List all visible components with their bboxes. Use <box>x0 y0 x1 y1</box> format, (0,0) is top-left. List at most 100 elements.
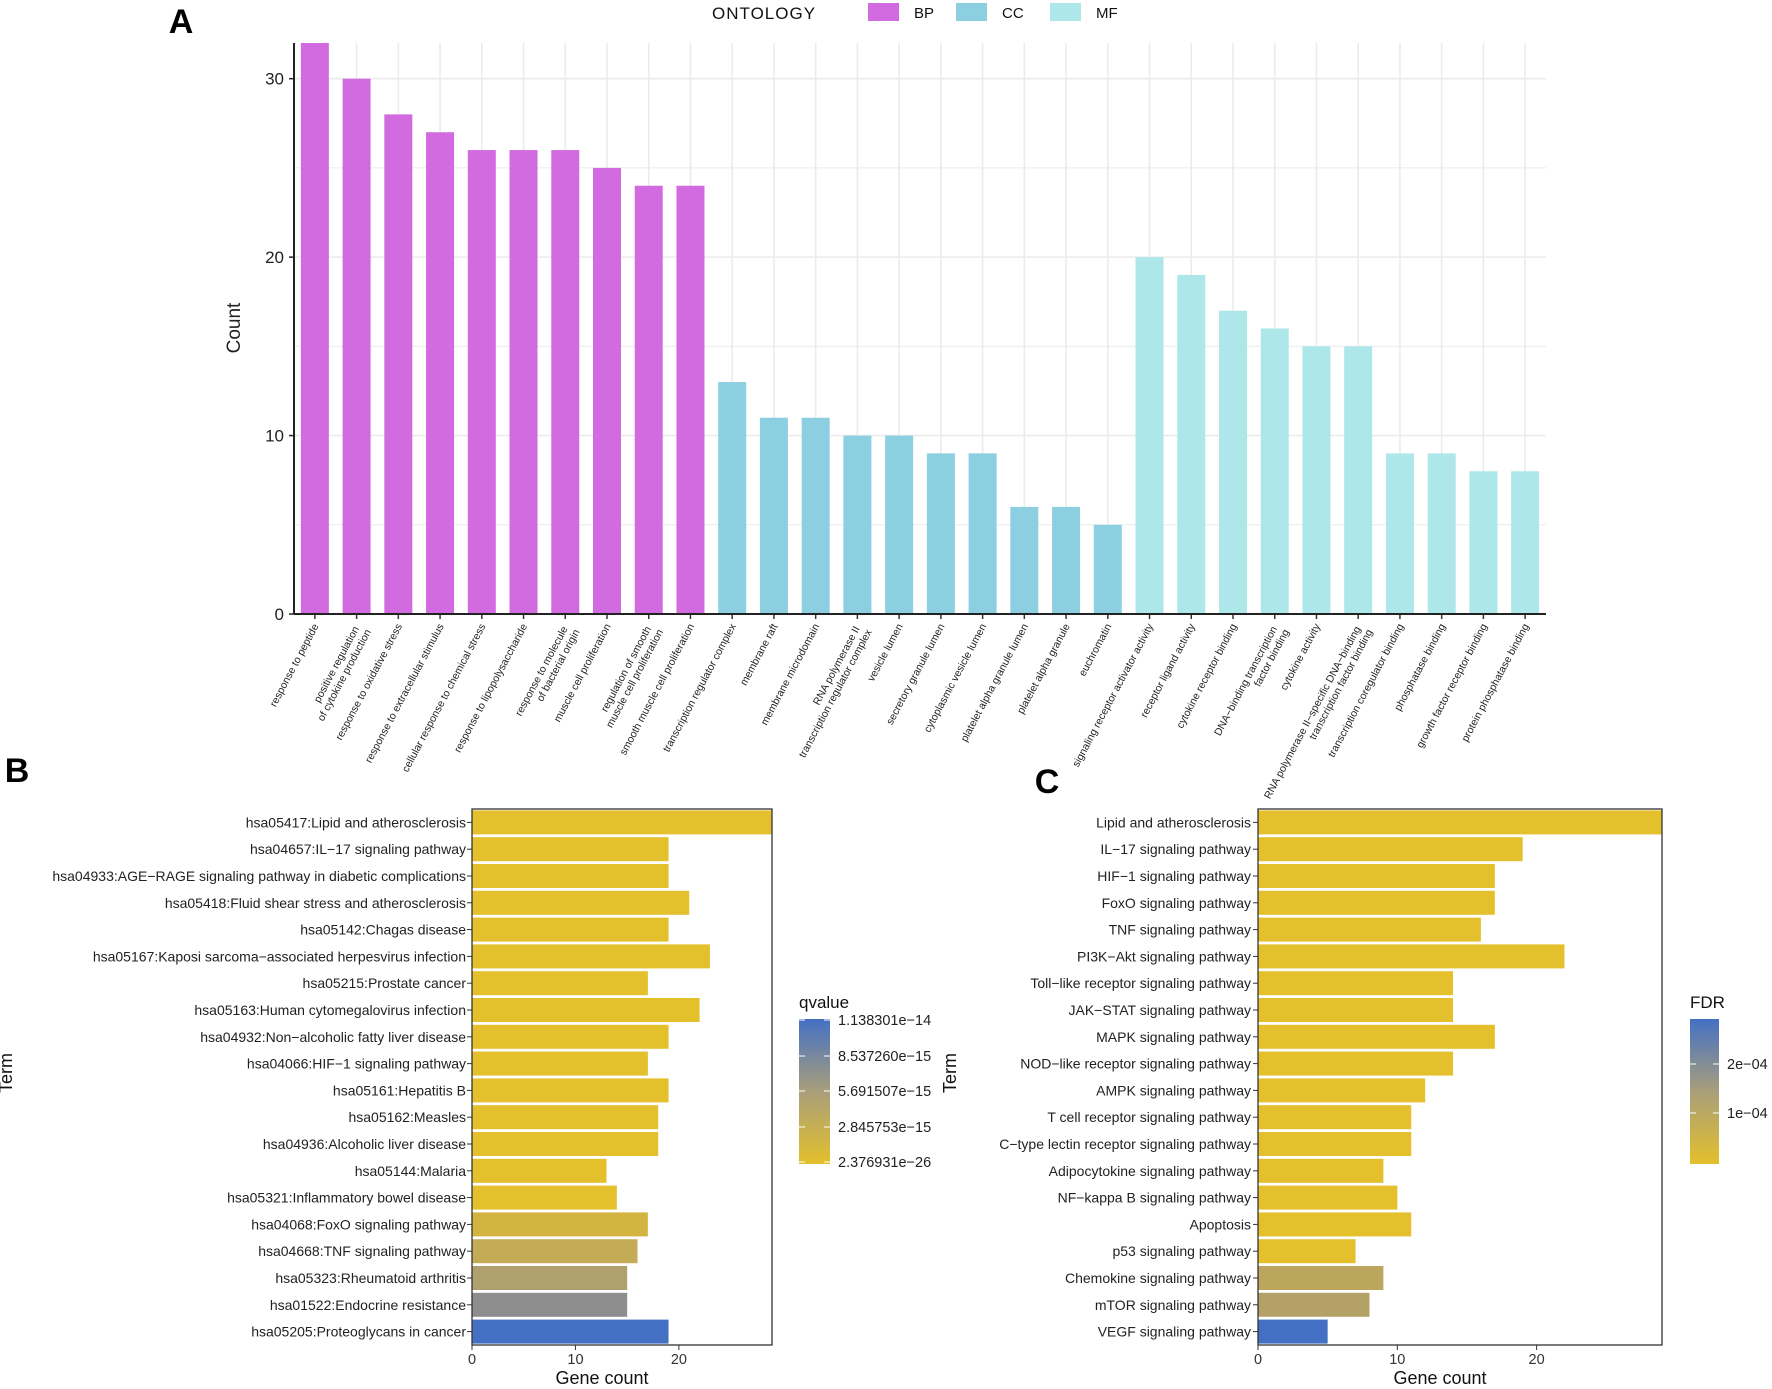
y-tick-label: hsa05323:Rheumatoid arthritis <box>275 1270 466 1286</box>
bar <box>1258 810 1662 835</box>
bar <box>1258 1105 1412 1130</box>
legend-label-bp: BP <box>914 5 934 22</box>
y-axis-title: Term <box>0 1053 16 1093</box>
x-tick-label: RNA polymerase II transcription regulato… <box>786 621 875 760</box>
x-tick-label: 20 <box>671 1352 687 1368</box>
x-tick-label-line: response to lipopolysaccharide <box>452 622 530 755</box>
bar-cc <box>926 453 955 614</box>
bar-cc <box>1010 506 1039 614</box>
bar <box>472 837 669 862</box>
bar <box>472 1319 669 1344</box>
y-tick-label: MAPK signaling pathway <box>1096 1029 1251 1045</box>
legend-label-cc: CC <box>1002 5 1024 22</box>
bar-mf <box>1511 471 1540 614</box>
y-tick-label: T cell receptor signaling pathway <box>1047 1109 1251 1125</box>
bar <box>1258 1185 1398 1210</box>
bar <box>472 1024 669 1049</box>
bar-cc <box>1093 524 1122 614</box>
y-tick-label: hsa04066:HIF−1 signaling pathway <box>247 1056 466 1072</box>
colorbar <box>1690 1019 1719 1164</box>
bar <box>472 1239 638 1264</box>
bar <box>1258 1266 1384 1290</box>
bar-cc <box>885 435 914 614</box>
bar <box>472 1132 659 1156</box>
legend-label-mf: MF <box>1096 5 1118 22</box>
y-tick-label: TNF signaling pathway <box>1109 922 1251 938</box>
x-tick-label-line: transcription regulator complex <box>661 621 739 754</box>
bar <box>1258 998 1454 1022</box>
y-tick-label: hsa05162:Measles <box>348 1109 466 1125</box>
bar <box>1258 890 1495 915</box>
y-tick-label: Adipocytokine signaling pathway <box>1049 1163 1251 1179</box>
bar <box>472 1105 659 1130</box>
x-tick-label-line: cellular response to chemical stress <box>400 622 489 774</box>
panel-label-c: C <box>1035 763 1060 801</box>
legend-swatch-bp <box>868 3 899 21</box>
y-tick-label: FoxO signaling pathway <box>1102 895 1251 911</box>
bar <box>472 998 700 1022</box>
x-tick-label: response to extracellular stimulus <box>363 622 447 765</box>
y-tick-label: 10 <box>265 427 284 446</box>
x-tick-label: vesicle lumen <box>865 622 906 684</box>
bar-bp <box>634 185 663 614</box>
bar-bp <box>384 114 413 614</box>
x-tick-label: 0 <box>468 1352 476 1368</box>
x-tick-label: 10 <box>1389 1352 1405 1368</box>
bar <box>472 1158 607 1183</box>
y-tick-label: HIF−1 signaling pathway <box>1097 868 1251 884</box>
bar-mf <box>1385 453 1414 614</box>
legend-swatch-mf <box>1050 3 1081 21</box>
bar <box>472 1051 648 1076</box>
bar-mf <box>1469 471 1498 614</box>
y-tick-label: JAK−STAT signaling pathway <box>1069 1002 1252 1018</box>
colorbar-title: qvalue <box>799 993 849 1012</box>
y-tick-label: Apoptosis <box>1190 1216 1251 1232</box>
bar-mf <box>1260 328 1289 614</box>
y-tick-label: hsa04936:Alcoholic liver disease <box>263 1136 466 1152</box>
bar <box>472 1292 628 1317</box>
y-tick-label: hsa05142:Chagas disease <box>300 922 466 938</box>
plot-border <box>471 808 773 1346</box>
y-tick-label: hsa04668:TNF signaling pathway <box>258 1243 466 1259</box>
y-tick-label: Toll−like receptor signaling pathway <box>1030 975 1251 991</box>
y-tick-label: hsa05205:Proteoglycans in cancer <box>251 1324 466 1340</box>
bar-bp <box>593 167 621 614</box>
y-tick-label: hsa04657:IL−17 signaling pathway <box>250 841 466 857</box>
bar-mf <box>1344 346 1373 614</box>
y-tick-label: PI3K−Akt signaling pathway <box>1077 948 1251 964</box>
y-tick-label: mTOR signaling pathway <box>1095 1297 1251 1313</box>
y-tick-label: Chemokine signaling pathway <box>1065 1270 1251 1286</box>
y-tick-label: NOD−like receptor signaling pathway <box>1020 1056 1251 1072</box>
y-tick-label: hsa05418:Fluid shear stress and atherosc… <box>165 895 466 911</box>
y-tick-label: p53 signaling pathway <box>1112 1243 1251 1259</box>
x-axis-title: Gene count <box>1393 1368 1486 1388</box>
y-tick-label: hsa05417:Lipid and atherosclerosis <box>246 814 466 830</box>
x-tick-label-line: euchromatin <box>1077 622 1115 679</box>
bar <box>472 1212 648 1237</box>
legend-swatch-cc <box>956 3 987 21</box>
bar <box>472 1266 628 1290</box>
colorbar-label: 2e−04 <box>1727 1057 1768 1073</box>
bar-mf <box>1427 453 1456 614</box>
y-tick-label: hsa04932:Non−alcoholic fatty liver disea… <box>200 1029 466 1045</box>
legend-title: ONTOLOGY <box>712 4 816 23</box>
bar-cc <box>759 417 788 614</box>
bar <box>1258 1024 1495 1049</box>
y-tick-label: 30 <box>265 70 284 89</box>
bar <box>472 810 772 835</box>
colorbar-label: 2.845753e−15 <box>838 1120 931 1136</box>
x-tick-label-line: membrane raft <box>738 622 781 688</box>
bar-bp <box>551 150 580 614</box>
x-tick-label-line: growth factor receptor binding <box>1414 622 1490 750</box>
bar <box>1258 1319 1328 1344</box>
y-tick-label: hsa05321:Inflammatory bowel disease <box>227 1190 466 1206</box>
bar <box>1258 864 1495 888</box>
x-tick-label-line: signaling receptor activator activity <box>1070 621 1156 769</box>
bar-bp <box>509 150 538 614</box>
bar <box>472 917 669 942</box>
bar <box>1258 1158 1384 1183</box>
y-tick-label: AMPK signaling pathway <box>1096 1082 1251 1098</box>
bar <box>472 1078 669 1103</box>
bar <box>1258 1078 1426 1103</box>
